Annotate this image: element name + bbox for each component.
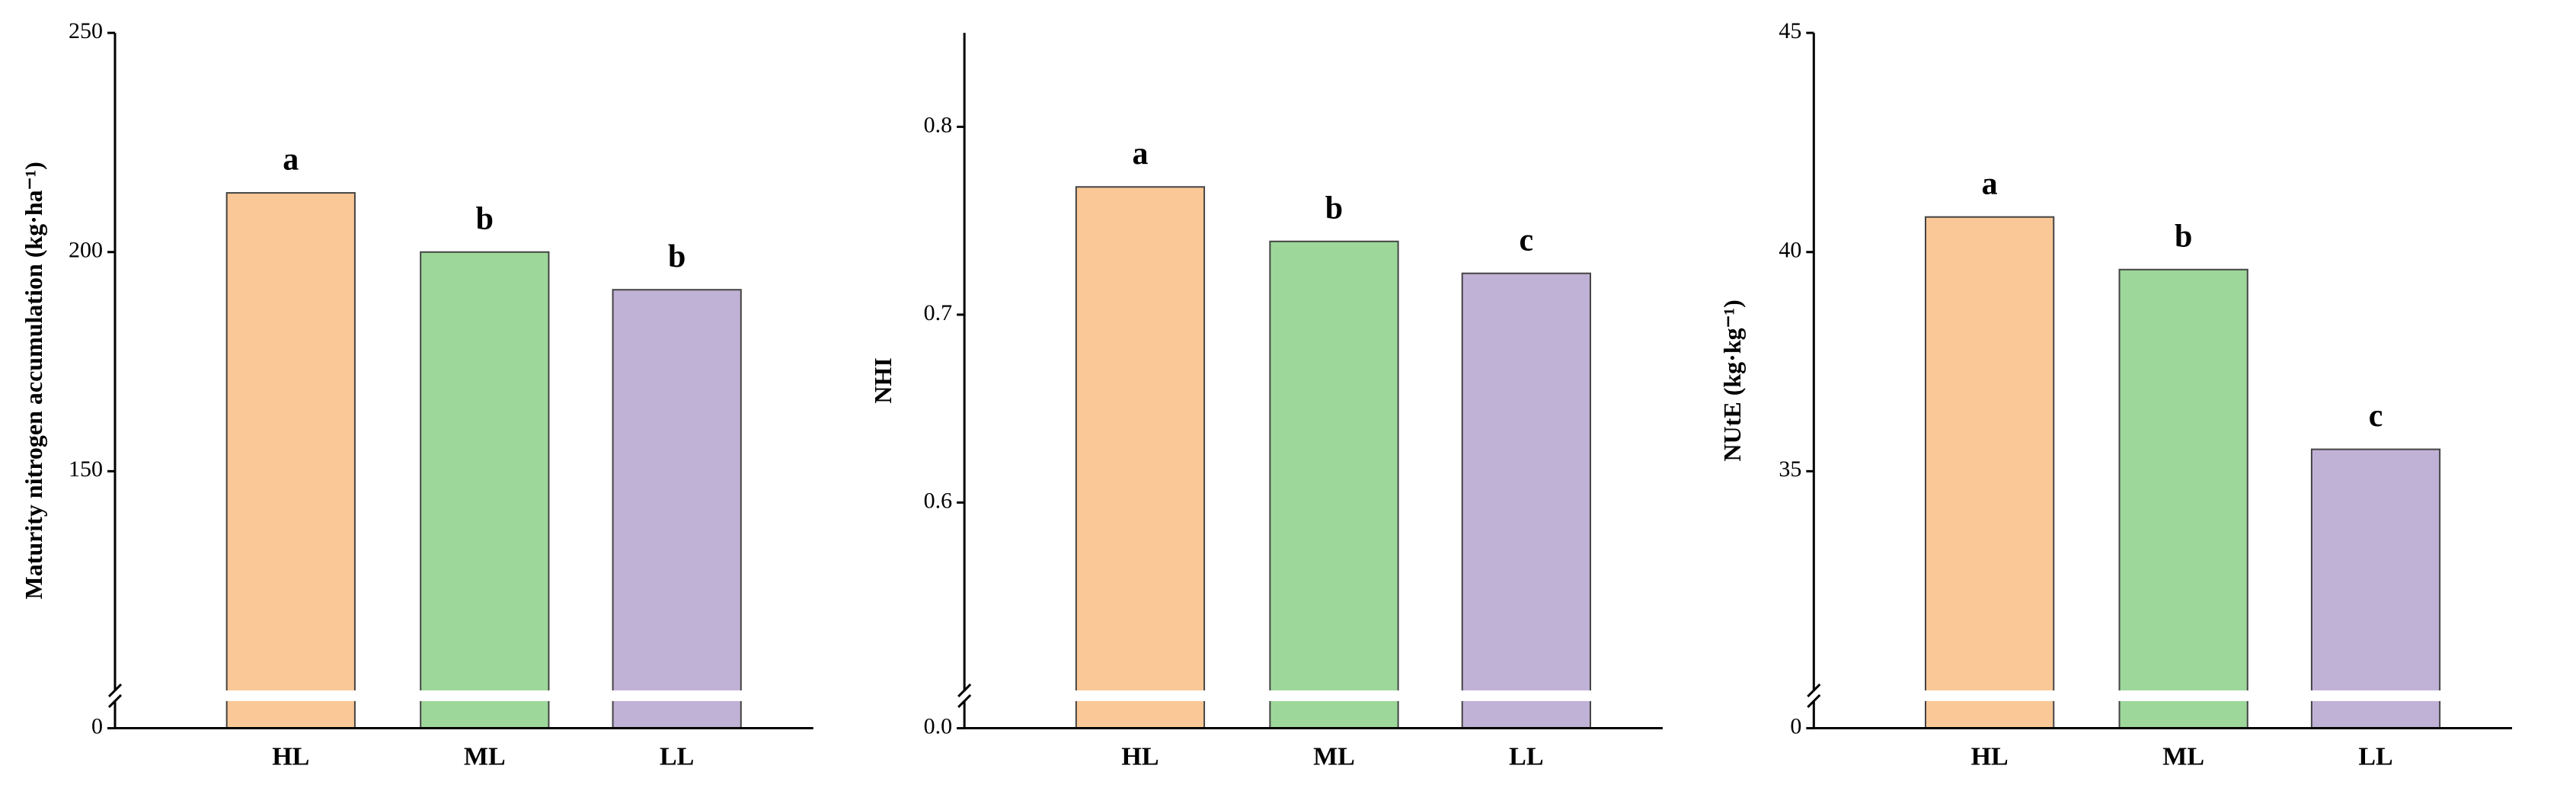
- y-tick-label: 0: [91, 713, 103, 738]
- y-tick-label: 0.6: [924, 488, 953, 513]
- y-tick-label: 200: [69, 238, 103, 263]
- axis-break-band: [116, 690, 815, 701]
- bar: [612, 289, 742, 729]
- significance-label: b: [476, 201, 494, 236]
- significance-label: b: [668, 239, 686, 274]
- axis-break-mark: [957, 683, 972, 698]
- y-tick-label: 0.8: [924, 112, 953, 137]
- axis-break-mark: [107, 694, 123, 709]
- y-axis-label: NUtE (kg·kg⁻¹): [1718, 300, 1746, 461]
- bar: [1461, 272, 1591, 729]
- y-tick-label: 40: [1779, 238, 1801, 263]
- x-tick-label: HL: [272, 742, 309, 770]
- significance-label: a: [283, 143, 299, 178]
- y-tick-label: 250: [69, 18, 103, 43]
- chart-panel: a HL b ML b LL 0 150 200 250 Maturity nitrogen acc…: [20, 18, 815, 770]
- bar: [1925, 216, 2055, 729]
- bar: [420, 251, 550, 729]
- axis-break-mark: [1807, 694, 1821, 709]
- x-tick-label: HL: [1971, 742, 2009, 770]
- significance-label: c: [2369, 399, 2383, 434]
- axis-break-mark: [957, 694, 972, 709]
- chart-panel: a HL b ML c LL 0.0 0.6 0.7 0.8 NHI: [869, 33, 1664, 770]
- axis-break-band: [1815, 690, 2514, 701]
- y-tick-label: 0.0: [924, 713, 953, 738]
- significance-label: b: [2175, 219, 2192, 254]
- axis-break-band: [966, 690, 1664, 701]
- bar: [1269, 240, 1399, 729]
- y-tick-label: 0: [1790, 713, 1801, 738]
- significance-label: b: [1325, 191, 1343, 226]
- y-tick-label: 150: [69, 456, 103, 482]
- x-tick-label: HL: [1121, 742, 1159, 770]
- bar: [225, 192, 356, 729]
- x-tick-label: LL: [2358, 742, 2392, 770]
- x-tick-label: LL: [1509, 742, 1543, 770]
- significance-label: c: [1520, 223, 1534, 258]
- bar: [1075, 186, 1206, 729]
- bar: [2118, 268, 2248, 729]
- y-axis-label: Maturity nitrogen accumulation (kg·ha⁻¹): [20, 162, 47, 599]
- bar: [2310, 448, 2441, 729]
- y-axis-label: NHI: [869, 357, 896, 403]
- y-tick-label: 45: [1779, 18, 1801, 43]
- y-tick-label: 35: [1779, 456, 1801, 482]
- x-tick-label: LL: [660, 742, 694, 770]
- axis-break-mark: [107, 683, 123, 698]
- axis-break-mark: [1807, 683, 1821, 698]
- y-tick-label: 0.7: [924, 300, 953, 325]
- significance-label: a: [1132, 136, 1148, 171]
- x-tick-label: ML: [1313, 742, 1355, 770]
- significance-label: a: [1982, 166, 1998, 201]
- x-tick-label: ML: [464, 742, 506, 770]
- x-tick-label: ML: [2162, 742, 2204, 770]
- chart-panel: a HL b ML c LL 0 35 40 45 NUtE (kg·kg⁻¹): [1718, 18, 2514, 770]
